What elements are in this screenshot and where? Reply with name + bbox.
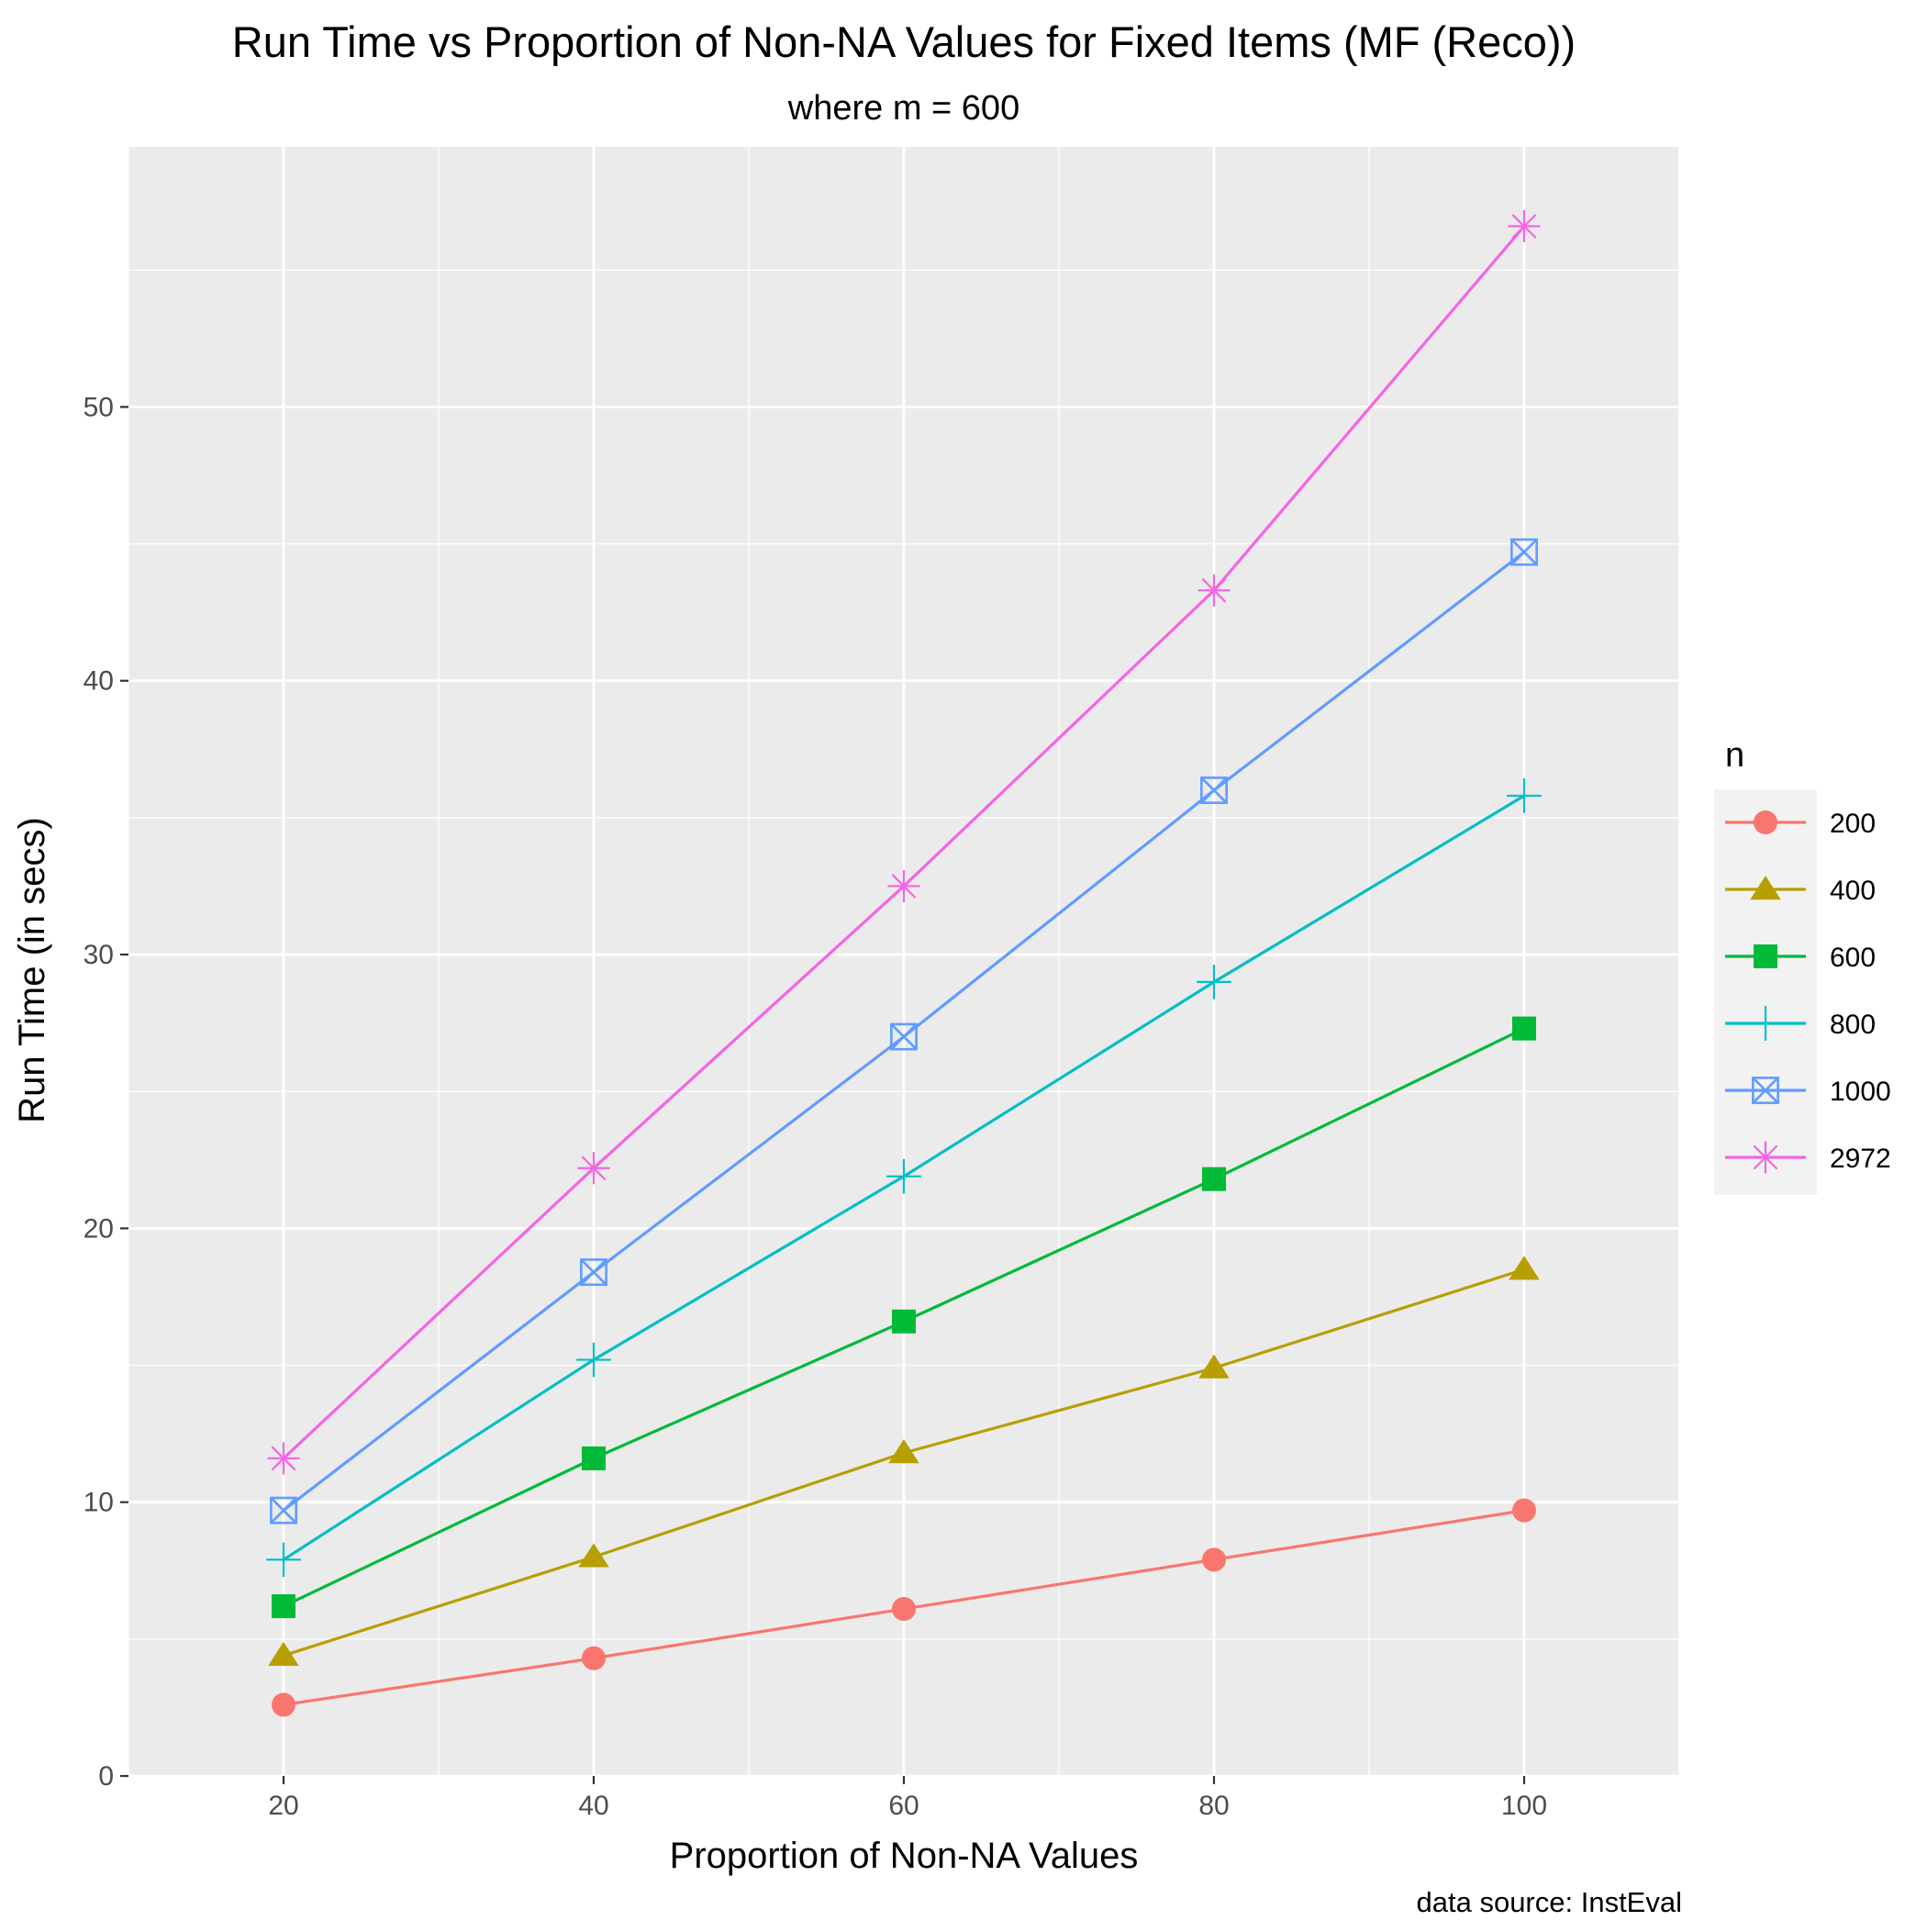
data-point-2972 bbox=[887, 869, 920, 903]
series-400 bbox=[268, 1256, 1540, 1666]
series-600 bbox=[272, 1016, 1536, 1619]
y-tick-label: 20 bbox=[84, 1213, 114, 1244]
x-tick-label: 40 bbox=[578, 1791, 608, 1821]
series-800 bbox=[266, 778, 1542, 1578]
y-tick-label: 30 bbox=[84, 940, 114, 970]
y-axis-title: Run Time (in secs) bbox=[12, 817, 52, 1122]
legend-label-400: 400 bbox=[1830, 876, 1876, 906]
legend: n 200 400 600 800 1000 2972 bbox=[1714, 736, 1891, 1195]
data-point-1000 bbox=[890, 1022, 918, 1051]
data-point-200 bbox=[1512, 1498, 1536, 1523]
legend-label-1000: 1000 bbox=[1830, 1077, 1891, 1107]
chart-subtitle: where m = 600 bbox=[787, 89, 1019, 128]
y-tick-label: 0 bbox=[98, 1761, 114, 1792]
data-point-400 bbox=[578, 1543, 609, 1568]
axes: 20 40 60 80 100 0 10 20 30 40 50 bbox=[84, 392, 1547, 1821]
legend-label-800: 800 bbox=[1830, 1010, 1876, 1040]
data-point-800 bbox=[886, 1158, 921, 1194]
data-point-1000 bbox=[1200, 776, 1228, 805]
x-tick-label: 60 bbox=[888, 1791, 919, 1821]
data-point-600 bbox=[272, 1594, 295, 1619]
legend-key-200 bbox=[1725, 810, 1806, 834]
data-point-2972 bbox=[577, 1152, 610, 1185]
x-tick-label: 20 bbox=[268, 1791, 298, 1821]
data-point-2972 bbox=[1508, 209, 1541, 243]
data-point-1000 bbox=[580, 1258, 607, 1287]
legend-key-1000 bbox=[1725, 1077, 1806, 1104]
legend-key-400 bbox=[1725, 876, 1806, 900]
data-point-400 bbox=[1198, 1354, 1230, 1379]
data-point-800 bbox=[576, 1342, 611, 1378]
y-tick-label: 10 bbox=[84, 1488, 114, 1518]
chart-title: Run Time vs Proportion of Non-NA Values … bbox=[232, 17, 1576, 66]
legend-key-800 bbox=[1725, 1006, 1806, 1041]
data-point-200 bbox=[892, 1597, 916, 1622]
legend-title: n bbox=[1725, 736, 1744, 775]
data-point-800 bbox=[1507, 778, 1542, 813]
series-2972 bbox=[267, 209, 1541, 1475]
data-point-800 bbox=[1197, 965, 1231, 1000]
data-point-600 bbox=[582, 1446, 606, 1470]
legend-key-marker bbox=[1754, 944, 1777, 968]
legend-key-marker bbox=[1754, 810, 1777, 834]
y-tick-label: 40 bbox=[84, 666, 114, 697]
legend-key-marker bbox=[1749, 1141, 1782, 1174]
legend-key-marker bbox=[1750, 876, 1781, 900]
data-point-2972 bbox=[1197, 574, 1231, 607]
data-point-200 bbox=[1202, 1547, 1226, 1572]
data-point-600 bbox=[1512, 1016, 1536, 1041]
data-point-200 bbox=[272, 1692, 295, 1717]
data-point-400 bbox=[888, 1439, 919, 1464]
data-point-600 bbox=[892, 1309, 916, 1334]
x-axis-title: Proportion of Non-NA Values bbox=[670, 1836, 1139, 1876]
data-point-200 bbox=[582, 1646, 606, 1670]
legend-key-600 bbox=[1725, 944, 1806, 968]
data-point-800 bbox=[266, 1542, 301, 1578]
series-200 bbox=[272, 1498, 1536, 1717]
legend-key-background bbox=[1714, 789, 1817, 1195]
legend-label-200: 200 bbox=[1830, 809, 1876, 839]
data-point-1000 bbox=[1510, 538, 1538, 566]
data-point-400 bbox=[268, 1641, 299, 1666]
series-layer bbox=[266, 209, 1542, 1717]
x-tick-label: 80 bbox=[1198, 1791, 1229, 1821]
legend-key-2972 bbox=[1725, 1141, 1806, 1174]
series-1000 bbox=[270, 538, 1538, 1524]
caption: data source: InstEval bbox=[1417, 1886, 1683, 1918]
legend-label-600: 600 bbox=[1830, 943, 1876, 973]
data-point-1000 bbox=[270, 1496, 297, 1524]
data-point-2972 bbox=[267, 1442, 300, 1475]
legend-key-marker bbox=[1752, 1077, 1779, 1104]
legend-label-2972: 2972 bbox=[1830, 1144, 1891, 1174]
x-tick-label: 100 bbox=[1501, 1791, 1547, 1821]
data-point-600 bbox=[1202, 1167, 1226, 1191]
legend-key-marker bbox=[1748, 1006, 1783, 1041]
data-point-400 bbox=[1509, 1256, 1540, 1280]
plot-panel bbox=[128, 147, 1680, 1778]
y-tick-label: 50 bbox=[84, 392, 114, 422]
